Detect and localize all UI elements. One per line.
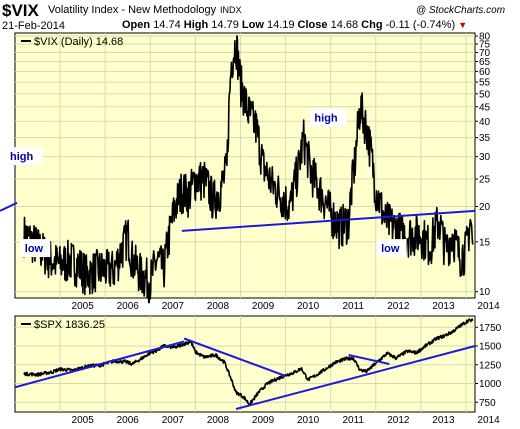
- open-value: 14.74: [153, 19, 181, 31]
- vix-trendline: [181, 209, 476, 232]
- vix-panel-y-tick-label: 35: [479, 133, 491, 144]
- spx-panel-y-tick-label: 1750: [479, 323, 502, 334]
- spx-trendline: [348, 354, 390, 365]
- spx-panel-y-tick-label: 1250: [479, 360, 502, 371]
- vix-panel-x-tick-label: 2013: [432, 301, 455, 312]
- spx-panel-x-tick-label: 2010: [297, 415, 320, 426]
- vix-trendline-left-stub: [0, 201, 18, 212]
- spx-panel-legend-label: $SPX 1836.25: [34, 319, 105, 331]
- vix-annotation-box: [376, 239, 407, 258]
- spx-panel-x-tick-label: 2014: [477, 415, 500, 426]
- vix-panel-y-tick-label: 55: [479, 78, 491, 89]
- vix-annotation-box: [5, 147, 43, 166]
- spx-panel-x-tick-label: 2009: [252, 415, 275, 426]
- vix-annotation-box: [309, 108, 347, 127]
- spx-trendline: [235, 345, 476, 410]
- vix-panel-y-tick-label: 15: [479, 237, 491, 248]
- low-value: 14.19: [266, 19, 295, 31]
- change-value: -0.11 (-0.74%): [385, 19, 456, 31]
- vix-annotation-label: high: [10, 151, 33, 163]
- vix-panel-y-tick-label: 40: [479, 117, 491, 128]
- vix-panel-y-tick-label: 25: [479, 175, 491, 186]
- spx-panel-y-tick-label: 1500: [479, 342, 502, 353]
- vix-panel-x-tick-label: 2011: [342, 301, 364, 312]
- vix-panel-y-tick-label: 50: [479, 89, 491, 100]
- spx-trendline: [14, 340, 185, 389]
- spx-panel-x-tick-label: 2011: [342, 415, 364, 426]
- quote-date: 21-Feb-2014: [2, 20, 65, 32]
- spx-panel-y-tick-label: 1000: [479, 379, 502, 390]
- vix-panel-x-tick-label: 2007: [162, 301, 185, 312]
- vix-annotation-label: high: [314, 113, 337, 125]
- low-label: Low: [241, 19, 264, 31]
- spx-panel-x-tick-label: 2012: [387, 415, 410, 426]
- spx-panel-x-tick-label: 2013: [432, 415, 455, 426]
- exchange-label: INDX: [220, 5, 242, 15]
- close-value: 14.68: [330, 19, 359, 31]
- vix-panel-y-tick-label: 80: [479, 32, 491, 43]
- spx-panel-x-tick-label: 2005: [72, 415, 95, 426]
- vix-panel-y-tick-label: 65: [479, 57, 491, 68]
- vix-annotation-box: [20, 239, 51, 258]
- stockcharts-credit[interactable]: @ StockCharts.com: [416, 5, 506, 16]
- vix-panel-x-tick-label: 2006: [117, 301, 140, 312]
- vix-panel-y-tick-label: 75: [479, 39, 491, 50]
- high-value: 14.79: [211, 19, 239, 31]
- spx-panel-x-tick-label: 2007: [162, 415, 185, 426]
- index-name: Volatility Index - New Methodology: [48, 4, 217, 16]
- spx-trendline: [183, 337, 286, 377]
- vix-panel-y-tick-label: 45: [479, 102, 491, 113]
- open-label: Open: [122, 19, 151, 31]
- ticker-symbol: $VIX: [2, 1, 39, 20]
- vix-panel-x-tick-label: 2009: [252, 301, 275, 312]
- vix-panel-y-tick-label: 10: [479, 287, 491, 298]
- ohlc-summary: Open 14.74 High 14.79 Low 14.19 Close 14…: [122, 19, 467, 31]
- vix-panel-y-tick-label: 60: [479, 67, 491, 78]
- vix-panel-y-tick-label: 30: [479, 152, 491, 163]
- spx-panel-background: [14, 315, 476, 413]
- vix-panel-x-tick-label: 2012: [387, 301, 410, 312]
- vix-panel-y-tick-label: 20: [479, 202, 491, 213]
- vix-annotation-label: low: [25, 243, 44, 255]
- vix-panel-x-tick-label: 2005: [72, 301, 95, 312]
- close-label: Close: [297, 19, 328, 31]
- vix-panel-x-tick-label: 2008: [207, 301, 230, 312]
- spx-panel-y-tick-label: 750: [479, 398, 496, 409]
- vix-panel-x-tick-label: 2014: [477, 301, 500, 312]
- spx-panel-x-tick-label: 2006: [117, 415, 140, 426]
- vix-annotation-label: low: [381, 243, 400, 255]
- high-label: High: [183, 19, 209, 31]
- change-label: Chg: [361, 19, 383, 31]
- vix-panel-legend-label: $VIX (Daily) 14.68: [34, 36, 123, 48]
- vix-panel-x-tick-label: 2010: [297, 301, 320, 312]
- vix-panel-y-tick-label: 70: [479, 48, 491, 59]
- change-down-arrow-icon: ▼: [458, 20, 468, 30]
- spx-panel-x-tick-label: 2008: [207, 415, 230, 426]
